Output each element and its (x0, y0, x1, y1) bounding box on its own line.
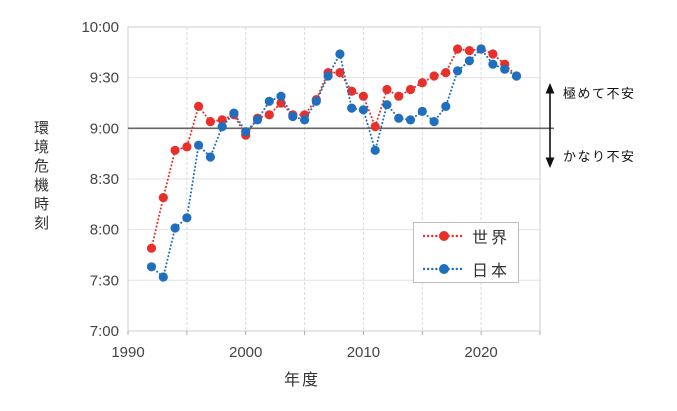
series-line-world (150, 47, 518, 250)
data-point-japan (300, 115, 310, 125)
legend-item-world: 世界 (423, 224, 518, 248)
data-point-japan (476, 44, 486, 54)
data-point-world (335, 68, 345, 78)
y-tick-label: 8:00 (90, 222, 119, 239)
data-point-world (182, 142, 192, 152)
data-point-world (217, 115, 227, 125)
data-point-japan (276, 91, 286, 101)
y-tick-label: 8:30 (90, 171, 119, 188)
data-point-japan (358, 105, 368, 115)
data-point-japan (464, 56, 474, 66)
data-point-world (276, 98, 286, 108)
data-point-japan (146, 262, 157, 272)
data-point-world (453, 44, 463, 54)
data-point-world (382, 84, 392, 95)
data-point-world (347, 86, 357, 96)
world-series-marker-icon (423, 231, 465, 241)
data-point-world (358, 91, 368, 101)
plot-border (127, 26, 541, 332)
data-point-japan (158, 272, 168, 282)
data-point-japan (417, 106, 427, 116)
data-point-japan (241, 127, 251, 137)
data-point-world (264, 110, 274, 120)
data-point-japan (170, 223, 180, 233)
data-point-japan (264, 96, 274, 106)
data-point-japan (229, 108, 239, 118)
data-point-japan (252, 115, 263, 125)
y-tick-label: 7:00 (90, 323, 119, 340)
y-tick-label: 7:30 (90, 272, 119, 289)
data-point-japan (382, 100, 392, 110)
data-point-world (158, 193, 168, 203)
data-point-world (194, 101, 204, 111)
data-point-world (429, 71, 439, 81)
data-point-world (405, 84, 416, 95)
data-point-japan (453, 66, 463, 76)
annotation-extremely-anxious: 極めて不安 (563, 86, 636, 101)
data-point-world (146, 243, 157, 253)
x-tick-label: 2000 (229, 344, 262, 361)
y-tick-label: 10:00 (81, 19, 119, 36)
data-point-world (417, 78, 427, 88)
y-tick-label: 9:30 (90, 70, 119, 87)
data-point-japan (370, 145, 380, 155)
data-point-world (170, 145, 180, 155)
data-point-japan (194, 140, 204, 150)
arrow-head-up (545, 83, 555, 94)
data-point-japan (500, 64, 510, 74)
data-point-japan (429, 117, 439, 127)
data-point-japan (405, 115, 416, 125)
japan-series-marker-icon (423, 264, 465, 274)
data-point-japan (335, 49, 345, 59)
x-axis-title: 年度 (283, 372, 320, 389)
series-line-japan (150, 47, 518, 279)
data-point-world (464, 46, 474, 56)
data-point-japan (311, 96, 321, 106)
data-point-japan (488, 59, 498, 69)
data-point-japan (394, 113, 404, 123)
data-point-japan (182, 213, 192, 223)
data-point-japan (441, 101, 451, 111)
data-point-japan (323, 71, 333, 81)
data-point-world (488, 49, 498, 59)
data-point-japan (205, 152, 215, 162)
data-point-japan (217, 122, 227, 132)
data-point-japan (347, 103, 357, 113)
annotation-quite-anxious: かなり不安 (563, 149, 636, 164)
x-tick-label: 2010 (347, 344, 380, 361)
x-tick-label: 2020 (464, 344, 497, 361)
y-axis-title: 環境危機時刻 (32, 120, 48, 234)
legend-label-japan: 日本 (472, 263, 511, 280)
data-point-world (441, 68, 451, 78)
data-point-world (394, 91, 404, 101)
y-tick-label: 9:00 (90, 120, 119, 137)
legend: 世界 日本 (413, 222, 519, 283)
data-point-japan (511, 71, 522, 81)
data-point-world (205, 117, 215, 127)
data-point-world (370, 122, 380, 132)
arrow-head-down (545, 157, 555, 168)
anxiety-range-arrow (545, 83, 555, 168)
x-tick-label: 1990 (111, 344, 144, 361)
data-point-japan (288, 111, 298, 122)
legend-item-japan: 日本 (423, 257, 518, 281)
legend-label-world: 世界 (472, 230, 511, 247)
